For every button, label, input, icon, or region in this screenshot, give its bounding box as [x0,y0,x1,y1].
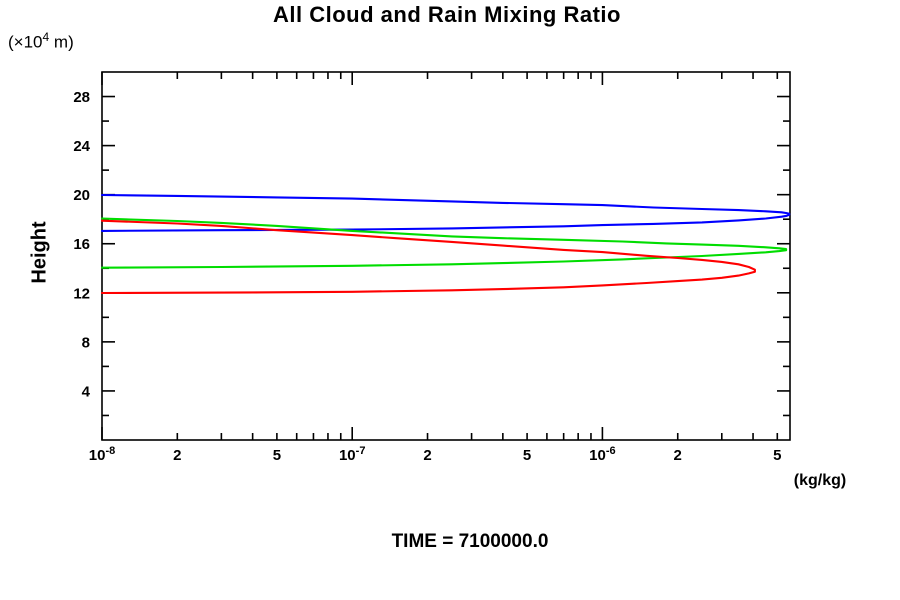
x-tick-label: 10-8 [89,445,115,464]
y-unit-post: m) [49,32,74,52]
y-tick-label: 16 [73,236,90,253]
y-tick-label: 4 [82,383,91,400]
y-unit-pre: (×10 [8,32,43,52]
x-tick-label: 2 [173,447,181,464]
x-tick-label: 2 [674,447,682,464]
chart-title: All Cloud and Rain Mixing Ratio [273,2,621,27]
x-tick-label: 10-7 [339,445,365,464]
y-tick-label: 28 [73,89,90,106]
y-tick-label: 8 [82,334,90,351]
x-axis-unit-label: (kg/kg) [793,472,847,489]
y-tick-label: 12 [73,285,90,302]
plot-frame [101,71,791,441]
x-tick-label: 10-6 [589,445,615,464]
blue-curve [100,193,791,232]
x-tick-label: 5 [273,447,281,464]
time-label: TIME = 7100000.0 [391,531,549,552]
red-curve [100,219,756,295]
green-curve [100,217,788,269]
y-unit-exponent: 4 [42,30,50,44]
x-tick-label: 5 [523,447,531,464]
x-tick-label: 5 [773,447,781,464]
x-tick-label: 2 [423,447,431,464]
y-tick-label: 20 [73,187,90,204]
y-tick-label: 24 [73,138,90,155]
y-axis-unit-label: (×104 m) [8,30,74,53]
